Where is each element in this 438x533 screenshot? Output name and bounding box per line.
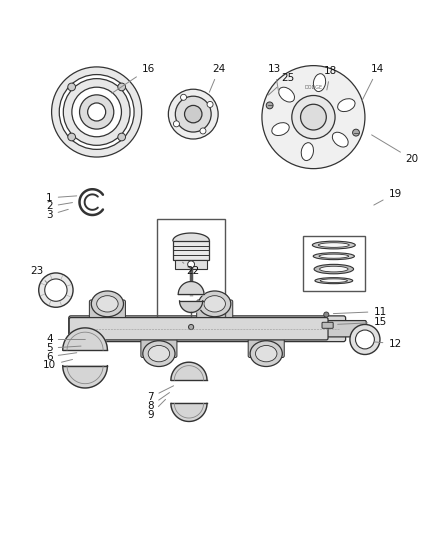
Text: 16: 16: [112, 64, 155, 93]
Circle shape: [45, 279, 67, 301]
Circle shape: [324, 312, 329, 317]
Ellipse shape: [272, 123, 289, 135]
Ellipse shape: [312, 241, 355, 249]
Ellipse shape: [148, 345, 170, 362]
FancyBboxPatch shape: [69, 316, 346, 342]
Circle shape: [262, 66, 365, 168]
Polygon shape: [63, 328, 107, 350]
Ellipse shape: [204, 296, 226, 312]
Ellipse shape: [250, 341, 283, 367]
Ellipse shape: [198, 291, 231, 317]
Circle shape: [39, 273, 73, 308]
Ellipse shape: [338, 99, 355, 111]
Text: 9: 9: [147, 399, 166, 419]
Ellipse shape: [313, 253, 354, 260]
Text: 6: 6: [46, 352, 77, 361]
Text: 11: 11: [333, 306, 387, 317]
Circle shape: [72, 87, 121, 137]
Circle shape: [59, 75, 134, 149]
Ellipse shape: [279, 87, 294, 102]
Ellipse shape: [301, 143, 314, 160]
FancyBboxPatch shape: [89, 300, 125, 333]
Circle shape: [175, 96, 211, 132]
Circle shape: [188, 325, 194, 329]
Text: 25: 25: [268, 72, 294, 95]
Ellipse shape: [332, 132, 348, 147]
Ellipse shape: [143, 341, 175, 367]
Text: 10: 10: [43, 359, 73, 370]
Circle shape: [118, 83, 126, 91]
Circle shape: [184, 106, 202, 123]
Text: 4: 4: [46, 335, 85, 344]
Text: 22: 22: [183, 262, 200, 276]
Text: 2: 2: [46, 201, 72, 212]
Text: 23: 23: [30, 266, 48, 284]
Text: 19: 19: [374, 189, 402, 205]
Circle shape: [350, 325, 380, 354]
Circle shape: [168, 89, 218, 139]
Circle shape: [353, 129, 360, 136]
Ellipse shape: [91, 291, 124, 317]
Text: 20: 20: [371, 135, 419, 164]
FancyBboxPatch shape: [69, 318, 328, 340]
Bar: [175, 260, 207, 269]
Circle shape: [118, 133, 126, 141]
Text: 14: 14: [362, 64, 385, 101]
Ellipse shape: [320, 266, 348, 272]
Text: 8: 8: [147, 393, 170, 411]
Text: 24: 24: [209, 64, 226, 92]
Circle shape: [300, 104, 326, 130]
Ellipse shape: [318, 243, 349, 247]
Circle shape: [200, 128, 206, 134]
Text: 18: 18: [324, 66, 337, 90]
Text: 5: 5: [46, 343, 81, 353]
Text: DODGE: DODGE: [304, 85, 322, 90]
Ellipse shape: [319, 254, 349, 259]
Text: 3: 3: [46, 209, 68, 220]
FancyBboxPatch shape: [141, 325, 177, 358]
Circle shape: [180, 94, 187, 100]
Text: 7: 7: [147, 386, 173, 402]
Text: 13: 13: [268, 64, 282, 92]
FancyBboxPatch shape: [197, 300, 233, 333]
Circle shape: [64, 79, 130, 146]
Ellipse shape: [315, 278, 353, 284]
Bar: [173, 241, 209, 260]
Text: 1: 1: [46, 193, 77, 203]
Circle shape: [292, 95, 335, 139]
Polygon shape: [171, 362, 207, 380]
FancyBboxPatch shape: [322, 322, 333, 328]
Polygon shape: [63, 366, 107, 388]
Circle shape: [88, 103, 106, 121]
Circle shape: [187, 261, 194, 268]
Circle shape: [80, 95, 114, 129]
Circle shape: [68, 83, 75, 91]
Circle shape: [356, 330, 374, 349]
Circle shape: [207, 101, 213, 108]
Ellipse shape: [314, 74, 325, 92]
Ellipse shape: [314, 264, 353, 274]
Circle shape: [266, 102, 273, 109]
Text: 15: 15: [338, 317, 387, 327]
Ellipse shape: [255, 345, 277, 362]
FancyBboxPatch shape: [248, 325, 284, 358]
Polygon shape: [171, 403, 207, 422]
Circle shape: [52, 67, 142, 157]
Circle shape: [68, 133, 75, 141]
Ellipse shape: [97, 296, 118, 312]
FancyBboxPatch shape: [327, 320, 366, 337]
Text: 12: 12: [374, 339, 402, 349]
Circle shape: [173, 121, 180, 127]
Ellipse shape: [320, 279, 347, 282]
